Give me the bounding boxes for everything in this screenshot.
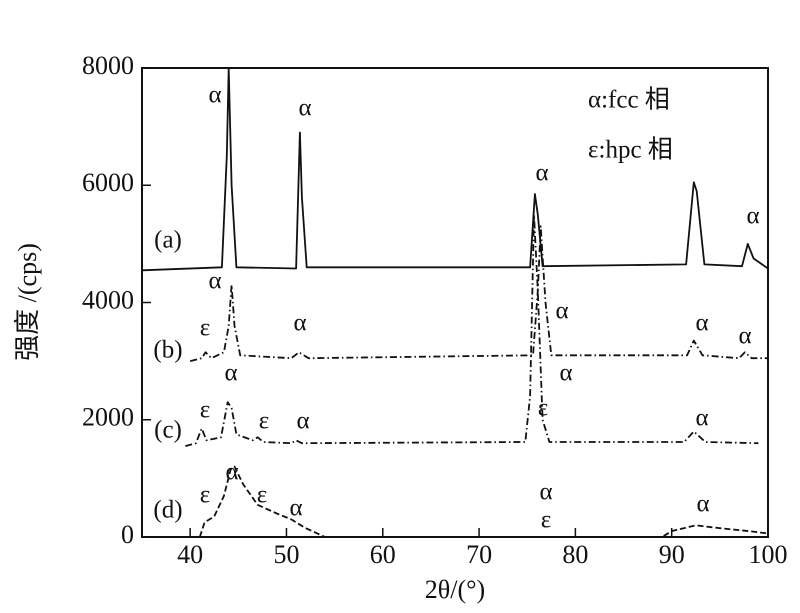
annotation: α <box>289 495 302 522</box>
x-tick-label: 70 <box>466 540 492 569</box>
series-line <box>189 225 768 362</box>
annotation: ε <box>200 397 211 424</box>
y-tick-label: 6000 <box>82 168 134 197</box>
annotation: α <box>296 408 309 435</box>
annotation: α <box>555 298 568 325</box>
annotation: α <box>695 310 708 337</box>
series-line <box>185 213 759 447</box>
x-tick-label: 50 <box>273 540 299 569</box>
annotation: α <box>746 203 759 230</box>
annotation: (c) <box>154 417 182 444</box>
annotation: (b) <box>153 337 182 364</box>
x-tick-label: 60 <box>370 540 396 569</box>
y-tick-label: 4000 <box>82 285 134 314</box>
annotation: α <box>208 82 221 109</box>
y-tick-label: 0 <box>121 520 134 549</box>
series-line <box>141 67 769 272</box>
annotation: ε <box>541 507 552 534</box>
annotation: ε <box>200 315 211 342</box>
annotation: α <box>293 310 306 337</box>
annotation: α <box>208 268 221 295</box>
x-axis-label: 2θ/(°) <box>425 575 485 604</box>
annotation: α <box>559 360 572 387</box>
annotation: α <box>225 459 238 486</box>
annotation: α <box>738 323 751 350</box>
annotation: α <box>224 360 237 387</box>
y-tick-label: 8000 <box>82 51 134 80</box>
annotation: (d) <box>153 497 182 524</box>
legend-text: ε:hpc 相 <box>588 136 673 164</box>
annotation: (a) <box>154 227 182 254</box>
annotation: ε <box>538 395 549 422</box>
annotation: ε <box>200 482 211 509</box>
annotation: α <box>298 95 311 122</box>
annotation: α <box>535 160 548 187</box>
x-tick-label: 40 <box>177 540 203 569</box>
annotation: ε <box>259 408 270 435</box>
annotation: α <box>539 479 552 506</box>
legend-text: α:fcc 相 <box>588 86 670 114</box>
annotation: α <box>695 405 708 432</box>
y-axis-label: 强度 /(cps) <box>13 243 42 361</box>
annotation: α <box>696 491 709 518</box>
series-line <box>198 465 769 538</box>
x-tick-label: 90 <box>659 540 685 569</box>
x-tick-label: 100 <box>749 540 788 569</box>
y-tick-label: 2000 <box>82 403 134 432</box>
x-tick-label: 80 <box>562 540 588 569</box>
annotation: ε <box>257 482 268 509</box>
